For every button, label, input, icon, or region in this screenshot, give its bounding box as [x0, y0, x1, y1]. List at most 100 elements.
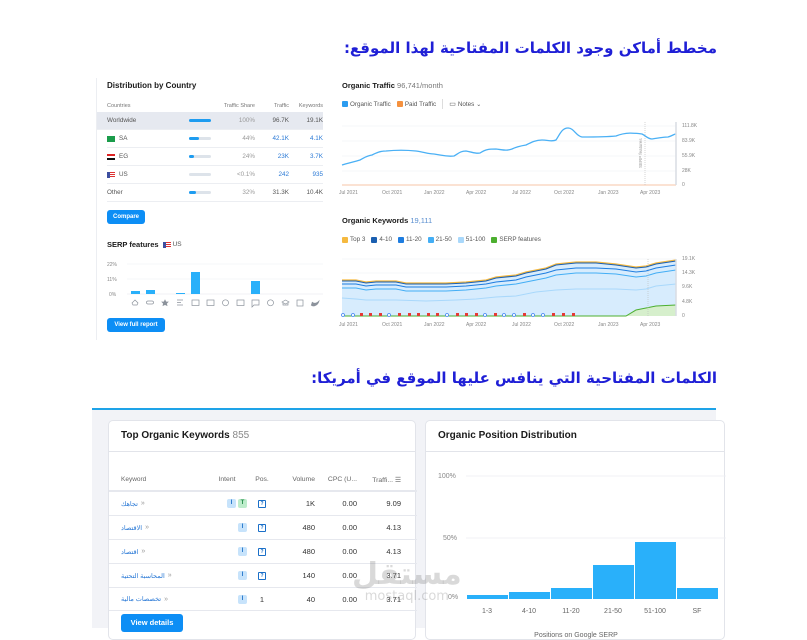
col-traffic: Traffic [274, 103, 289, 109]
bar-1-3[interactable] [467, 595, 508, 599]
keywords-value: 10.4K [306, 189, 323, 196]
y-tick: 0% [109, 292, 117, 298]
x-tick: Jan 2022 [424, 190, 445, 196]
checkbox-icon [398, 236, 405, 243]
notes-icon: ▭ [449, 101, 456, 108]
x-tick: 4-10 [522, 608, 536, 615]
chevrons-icon[interactable]: » [141, 548, 146, 555]
top-keywords-card: Top Organic Keywords 855 Keyword Intent … [108, 420, 417, 640]
keyword-link[interactable]: اقتصاد [121, 548, 139, 556]
event-markers[interactable] [341, 313, 576, 317]
legend-4-10[interactable]: 4-10 [371, 236, 392, 243]
legend-organic-traffic[interactable]: Organic Traffic [342, 101, 391, 108]
view-details-button[interactable]: View details [121, 614, 183, 632]
x-tick: Jul 2022 [512, 322, 531, 328]
col-position[interactable]: Pos. [255, 476, 269, 483]
y-tick: 100% [438, 473, 456, 480]
table-row[interactable]: تخصصات مالية» I 1 40 0.00 3.71 [109, 587, 417, 611]
cpc-value: 0.00 [342, 571, 357, 580]
checkbox-icon [342, 236, 348, 243]
traffic-link[interactable]: 242 [278, 171, 289, 178]
distribution-row-sa[interactable]: SA 44% 42.1K 4.1K [107, 130, 323, 148]
video-carousel-icon [236, 299, 245, 306]
volume-value: 480 [302, 523, 315, 532]
bar-51-100[interactable] [635, 542, 676, 599]
country-name: Worldwide [107, 117, 137, 124]
legend-paid-traffic[interactable]: Paid Traffic [396, 101, 436, 108]
col-intent[interactable]: Intent [218, 476, 236, 483]
chevrons-icon[interactable]: » [164, 595, 168, 603]
flag-eg-icon [107, 153, 115, 160]
y-tick: 0 [682, 182, 685, 188]
keywords-link[interactable]: 4.1K [310, 135, 323, 142]
traffic-link[interactable]: 23K [277, 153, 289, 160]
legend-serp-features[interactable]: SERP features [491, 236, 541, 243]
cpc-value: 0.00 [342, 499, 357, 508]
legend-21-50[interactable]: 21-50 [427, 236, 452, 243]
legend-top3[interactable]: Top 3 [342, 236, 365, 243]
serp-features-label: SERP features [107, 240, 159, 249]
legend-label: SERP features [499, 236, 541, 243]
col-cpc[interactable]: CPC (U... [327, 476, 357, 483]
keyword-link[interactable]: تجاهك [121, 500, 138, 508]
image-icon [191, 299, 200, 306]
checkbox-icon [371, 236, 378, 243]
y-tick: 28K [682, 168, 692, 174]
keyword-link[interactable]: المحاسبة التحتية [121, 572, 165, 580]
distribution-row-worldwide[interactable]: Worldwide 100% 96.7K 19.1K [97, 112, 323, 130]
organic-keywords-title: Organic Keywords 19,111 [342, 216, 432, 225]
y-tick: 50% [443, 535, 457, 542]
traffic-share: 100% [238, 117, 255, 124]
legend-label: 4-10 [379, 236, 393, 243]
col-countries: Countries [107, 103, 131, 109]
bar-sf[interactable] [677, 588, 718, 599]
col-traffic-label: Traffi... [372, 476, 394, 484]
bar-21-50[interactable] [593, 565, 634, 599]
x-tick: Jul 2021 [339, 322, 358, 328]
sitelinks-icon [177, 299, 183, 306]
table-row[interactable]: اقتصاد» I ? 480 0.00 4.13 [109, 539, 417, 563]
volume-value: 1K [305, 499, 315, 508]
legend-separator [442, 99, 444, 109]
y-tick: 55.9K [682, 153, 696, 159]
distribution-panel: Distribution by Country Countries Traffi… [96, 78, 324, 340]
volume-value: 480 [302, 547, 315, 556]
bar-11-20[interactable] [551, 588, 592, 599]
star-icon [161, 299, 169, 307]
country-name: Other [107, 189, 123, 196]
table-row[interactable]: المحاسبة التحتية» I ? 140 0.00 3.71 [109, 563, 417, 587]
col-keyword[interactable]: Keyword [121, 476, 147, 483]
checkbox-icon [457, 236, 464, 243]
bar-4-10[interactable] [509, 592, 550, 599]
volume-value: 40 [306, 594, 315, 604]
traffic-value: 31.3K [272, 189, 289, 196]
compare-button[interactable]: Compare [107, 210, 145, 224]
legend-11-20[interactable]: 11-20 [398, 236, 422, 243]
table-row[interactable]: الاقتصاد» I ? 480 0.00 4.13 [109, 515, 417, 539]
keywords-link[interactable]: 935 [312, 171, 323, 178]
col-volume[interactable]: Volume [292, 476, 315, 483]
distribution-row-eg[interactable]: EG 24% 23K 3.7K [107, 148, 323, 166]
keyword-link[interactable]: تخصصات مالية [121, 596, 162, 603]
link-icon [146, 300, 154, 305]
cpc-value: 0.00 [342, 523, 357, 532]
chevrons-icon[interactable]: » [167, 572, 172, 579]
y-tick: 22% [107, 262, 118, 268]
chevrons-icon[interactable]: » [145, 524, 149, 531]
chevrons-icon[interactable]: » [140, 500, 145, 507]
view-full-report-button[interactable]: View full report [107, 318, 165, 332]
col-traffic[interactable]: Traffi... ☰ [357, 476, 401, 484]
notes-dropdown[interactable]: ▭ Notes ⌄ [449, 100, 481, 109]
serp-feature-icon: ? [258, 523, 266, 532]
traffic-value: 4.13 [386, 547, 401, 556]
checkbox-icon [396, 101, 403, 107]
keywords-link[interactable]: 3.7K [310, 153, 323, 160]
x-tick: Oct 2022 [554, 322, 575, 328]
legend-51-100[interactable]: 51-100 [457, 236, 485, 243]
distribution-row-us[interactable]: US <0.1% 242 935 [107, 166, 323, 184]
position-distribution-chart: 100% 50% 0% 1-3 4-10 11-20 21-50 51-100 [438, 473, 726, 639]
y-tick: 0% [448, 594, 458, 601]
traffic-link[interactable]: 42.1K [272, 135, 289, 142]
keyword-link[interactable]: الاقتصاد [121, 524, 143, 532]
